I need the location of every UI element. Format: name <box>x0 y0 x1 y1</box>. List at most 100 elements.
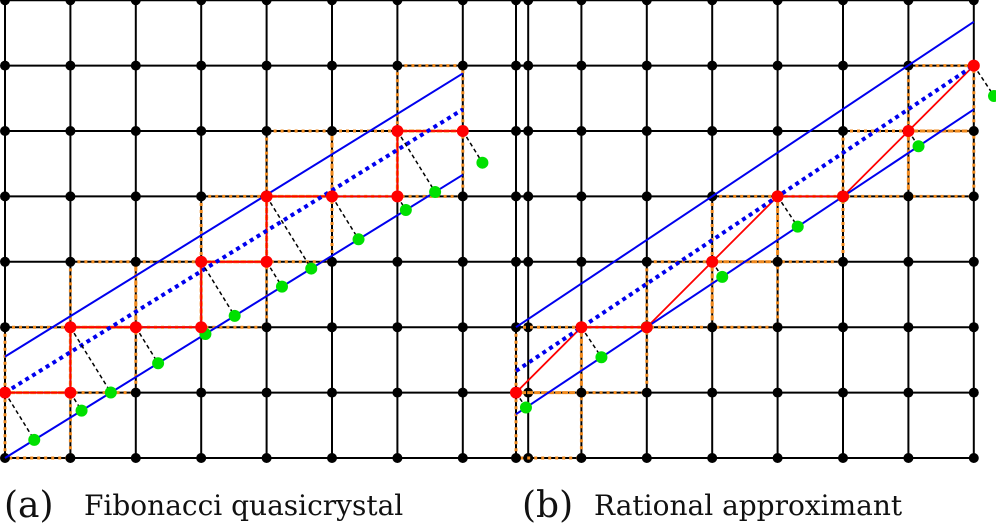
lattice-node <box>457 0 468 6</box>
lattice-node <box>0 0 10 6</box>
lattice-node <box>707 387 718 398</box>
window-cell <box>199 260 269 329</box>
green-point <box>429 185 442 198</box>
green-point <box>305 262 318 275</box>
lattice-node <box>261 387 272 398</box>
lattice-node <box>65 191 76 202</box>
projection-link <box>580 326 603 358</box>
projected-point <box>510 386 522 399</box>
lattice-node <box>707 126 718 136</box>
lattice-node <box>968 191 979 202</box>
lattice-node <box>968 322 979 333</box>
projection-link <box>69 326 112 393</box>
projected-point <box>260 190 273 203</box>
lattice-node <box>196 453 207 463</box>
lattice-node <box>576 191 587 202</box>
lattice-node <box>130 256 141 267</box>
lattice-node <box>457 60 468 71</box>
lattice-node <box>576 256 587 267</box>
lattice-node <box>130 0 141 6</box>
lattice-node <box>903 453 914 463</box>
lattice-node <box>392 0 403 6</box>
lattice-node <box>457 191 468 202</box>
projected-path <box>5 130 463 394</box>
strip-lower-line <box>515 108 975 416</box>
lattice-node <box>511 0 521 6</box>
window-cell <box>579 325 649 395</box>
lattice-node <box>457 256 468 267</box>
lattice-node <box>903 387 914 398</box>
lattice-node <box>327 60 337 71</box>
green-point <box>28 433 41 446</box>
green-point <box>791 220 804 233</box>
panel-b-caption: Rational approximant <box>594 489 903 522</box>
lattice-node <box>327 256 337 267</box>
green-point <box>352 233 365 246</box>
lattice-node <box>65 453 76 463</box>
lattice-node <box>641 191 652 202</box>
green-point <box>399 204 412 217</box>
projection-link <box>973 65 995 97</box>
lattice-node <box>968 0 979 6</box>
projected-point <box>456 125 469 137</box>
lattice-node <box>261 322 272 333</box>
lattice-node <box>196 191 207 202</box>
green-point <box>228 309 241 322</box>
lattice-node <box>130 191 141 202</box>
window-cell <box>265 129 334 198</box>
projected-point <box>837 190 849 203</box>
strip-center-line <box>514 63 975 373</box>
lattice-node <box>0 60 10 71</box>
lattice-node <box>838 256 848 267</box>
window-cell <box>68 325 138 395</box>
green-point <box>152 357 165 370</box>
green-point <box>988 89 996 102</box>
lattice-node <box>511 191 521 202</box>
lattice-node <box>261 0 272 6</box>
projected-path <box>515 64 975 394</box>
window-cell <box>841 129 910 198</box>
window-cell <box>395 64 465 133</box>
lattice-node <box>838 453 848 463</box>
lattice-node <box>576 0 587 6</box>
lattice-node <box>576 126 587 136</box>
projection-link <box>200 261 236 317</box>
lattice-node <box>0 322 10 333</box>
projected-point <box>129 321 142 334</box>
lattice-node <box>65 126 76 136</box>
lattice-node <box>641 453 652 463</box>
lattice-node <box>511 256 521 267</box>
lattice-node <box>772 453 783 463</box>
lattice-node <box>903 191 914 202</box>
lattice-node <box>392 387 403 398</box>
lattice-node <box>261 453 272 463</box>
window-cell <box>395 129 465 198</box>
lattice-node <box>327 0 337 6</box>
lattice-node <box>523 0 534 6</box>
panel-a <box>0 0 534 463</box>
projected-point <box>326 190 338 203</box>
projected-point <box>64 386 77 399</box>
lattice-node <box>65 0 76 6</box>
lattice-node <box>772 387 783 398</box>
lattice-node <box>641 126 652 136</box>
projected-point <box>260 255 273 268</box>
panel-a-label: (a) <box>4 485 54 526</box>
lattice-node <box>65 60 76 71</box>
projected-point <box>391 125 404 137</box>
lattice-node <box>511 126 521 136</box>
lattice-node <box>707 453 718 463</box>
lattice-node <box>576 453 587 463</box>
lattice-node <box>838 60 848 71</box>
lattice-node <box>392 256 403 267</box>
lattice-node <box>327 126 337 136</box>
lattice-node <box>130 60 141 71</box>
lattice-node <box>968 256 979 267</box>
lattice-node <box>130 453 141 463</box>
lattice-node <box>196 60 207 71</box>
green-point <box>912 140 925 153</box>
projection-link <box>331 196 360 240</box>
lattice-node <box>196 0 207 6</box>
lattice-node <box>772 0 783 6</box>
lattice-node <box>641 0 652 6</box>
